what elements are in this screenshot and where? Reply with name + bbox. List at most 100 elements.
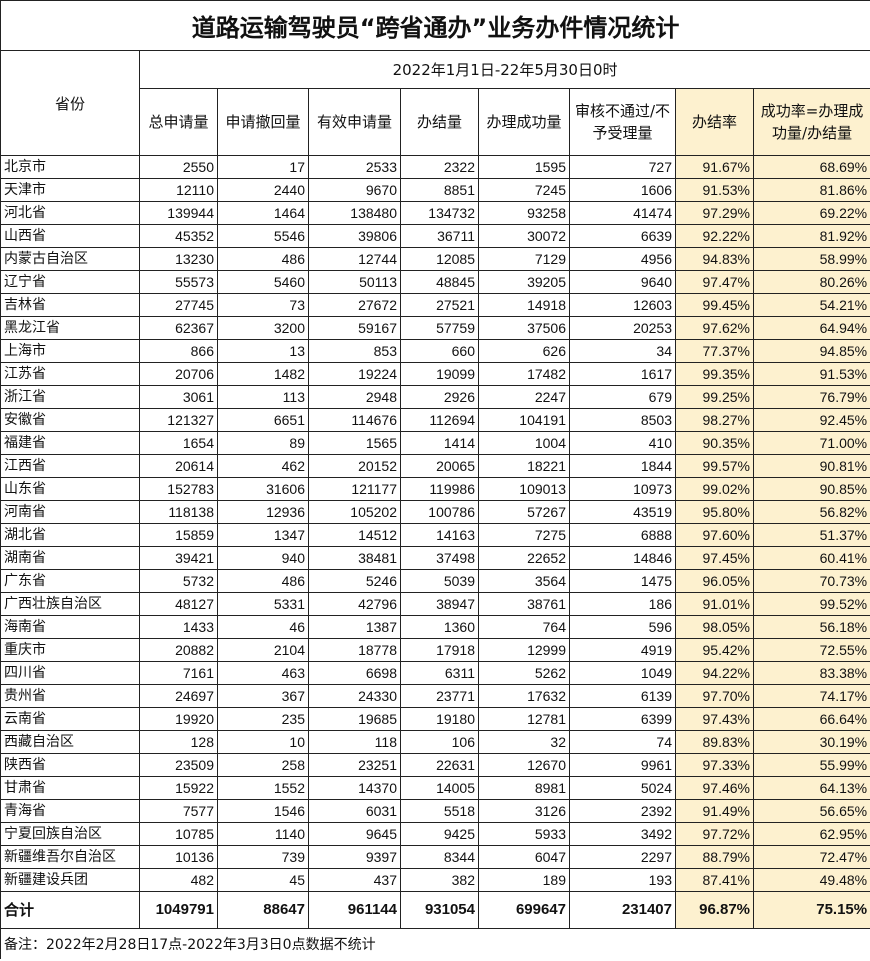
value-cell: 18778 xyxy=(308,638,401,662)
value-cell: 3564 xyxy=(478,569,570,593)
value-cell: 679 xyxy=(569,385,676,409)
value-cell: 1387 xyxy=(308,615,401,639)
value-cell: 56.18% xyxy=(752,615,870,639)
value-cell: 24330 xyxy=(308,684,401,708)
value-cell: 14370 xyxy=(308,776,401,800)
province-cell: 合计 xyxy=(0,891,140,929)
header-completed: 办结量 xyxy=(400,88,479,156)
value-cell: 17632 xyxy=(478,684,570,708)
value-cell: 118 xyxy=(308,730,401,754)
value-cell: 39806 xyxy=(308,224,401,248)
province-cell: 甘肃省 xyxy=(0,776,140,800)
value-cell: 2550 xyxy=(139,155,218,179)
value-cell: 1546 xyxy=(217,799,309,823)
province-cell: 江西省 xyxy=(0,454,140,478)
value-cell: 7577 xyxy=(139,799,218,823)
table-row: 湖南省 39421 940 38481 37498 22652 14846 97.45% 60.… xyxy=(0,546,870,570)
value-cell: 94.22% xyxy=(675,661,754,685)
value-cell: 56.82% xyxy=(752,500,870,524)
value-cell: 14512 xyxy=(308,523,401,547)
value-cell: 74.17% xyxy=(752,684,870,708)
value-cell: 5331 xyxy=(217,592,309,616)
value-cell: 5262 xyxy=(478,661,570,685)
province-cell: 浙江省 xyxy=(0,385,140,409)
value-cell: 89 xyxy=(217,431,309,455)
value-cell: 64.94% xyxy=(752,316,870,340)
province-cell: 福建省 xyxy=(0,431,140,455)
value-cell: 48845 xyxy=(400,270,479,294)
value-cell: 10785 xyxy=(139,822,218,846)
table-row: 宁夏回族自治区 10785 1140 9645 9425 5933 3492 97.72% 62… xyxy=(0,822,870,846)
province-cell: 辽宁省 xyxy=(0,270,140,294)
province-cell: 新疆维吾尔自治区 xyxy=(0,845,140,869)
table-row: 西藏自治区 128 10 118 106 32 74 89.83% 30.19% xyxy=(0,730,870,754)
value-cell: 8981 xyxy=(478,776,570,800)
value-cell: 20882 xyxy=(139,638,218,662)
value-cell: 5732 xyxy=(139,569,218,593)
value-cell: 2247 xyxy=(478,385,570,409)
value-cell: 6888 xyxy=(569,523,676,547)
table-row: 四川省 7161 463 6698 6311 5262 1049 94.22% 83.38% xyxy=(0,661,870,685)
value-cell: 5246 xyxy=(308,569,401,593)
table-row: 内蒙古自治区 13230 486 12744 12085 7129 4956 94.83% 58… xyxy=(0,247,870,271)
value-cell: 699647 xyxy=(478,891,570,929)
table-row: 安徽省 121327 6651 114676 112694 104191 8503 98.27… xyxy=(0,408,870,432)
value-cell: 62.95% xyxy=(752,822,870,846)
value-cell: 106 xyxy=(400,730,479,754)
value-cell: 9640 xyxy=(569,270,676,294)
table-row: 新疆建设兵团 482 45 437 382 189 193 87.41% 49.48% xyxy=(0,868,870,892)
province-cell: 河南省 xyxy=(0,500,140,524)
value-cell: 100786 xyxy=(400,500,479,524)
value-cell: 99.52% xyxy=(752,592,870,616)
value-cell: 6639 xyxy=(569,224,676,248)
value-cell: 60.41% xyxy=(752,546,870,570)
value-cell: 853 xyxy=(308,339,401,363)
table-row: 河南省 118138 12936 105202 100786 57267 43519 95.8… xyxy=(0,500,870,524)
value-cell: 119986 xyxy=(400,477,479,501)
value-cell: 54.21% xyxy=(752,293,870,317)
value-cell: 235 xyxy=(217,707,309,731)
province-cell: 广东省 xyxy=(0,569,140,593)
value-cell: 72.55% xyxy=(752,638,870,662)
province-cell: 贵州省 xyxy=(0,684,140,708)
header-success-rate: 成功率=办理成功量/办结量 xyxy=(752,88,870,156)
table-row: 湖北省 15859 1347 14512 14163 7275 6888 97.60% 51.3… xyxy=(0,523,870,547)
value-cell: 97.72% xyxy=(675,822,754,846)
value-cell: 10 xyxy=(217,730,309,754)
value-cell: 961144 xyxy=(308,891,401,929)
value-cell: 931054 xyxy=(400,891,479,929)
value-cell: 764 xyxy=(478,615,570,639)
value-cell: 12936 xyxy=(217,500,309,524)
value-cell: 5024 xyxy=(569,776,676,800)
value-cell: 20706 xyxy=(139,362,218,386)
value-cell: 14918 xyxy=(478,293,570,317)
value-cell: 5546 xyxy=(217,224,309,248)
value-cell: 1617 xyxy=(569,362,676,386)
value-cell: 43519 xyxy=(569,500,676,524)
value-cell: 1414 xyxy=(400,431,479,455)
value-cell: 57267 xyxy=(478,500,570,524)
value-cell: 2392 xyxy=(569,799,676,823)
footnote: 备注：2022年2月28日17点-2022年3月3日0点数据不统计 xyxy=(0,928,870,959)
value-cell: 5039 xyxy=(400,569,479,593)
value-cell: 8503 xyxy=(569,408,676,432)
value-cell: 6399 xyxy=(569,707,676,731)
value-cell: 5933 xyxy=(478,822,570,846)
table-row: 贵州省 24697 367 24330 23771 17632 6139 97.70% 74.1… xyxy=(0,684,870,708)
value-cell: 1565 xyxy=(308,431,401,455)
value-cell: 134732 xyxy=(400,201,479,225)
value-cell: 99.02% xyxy=(675,477,754,501)
value-cell: 71.00% xyxy=(752,431,870,455)
value-cell: 139944 xyxy=(139,201,218,225)
value-cell: 9670 xyxy=(308,178,401,202)
value-cell: 121327 xyxy=(139,408,218,432)
value-cell: 93258 xyxy=(478,201,570,225)
value-cell: 62367 xyxy=(139,316,218,340)
value-cell: 12603 xyxy=(569,293,676,317)
table-row: 广东省 5732 486 5246 5039 3564 1475 96.05% 70.73% xyxy=(0,569,870,593)
value-cell: 83.38% xyxy=(752,661,870,685)
value-cell: 27672 xyxy=(308,293,401,317)
value-cell: 10136 xyxy=(139,845,218,869)
value-cell: 437 xyxy=(308,868,401,892)
